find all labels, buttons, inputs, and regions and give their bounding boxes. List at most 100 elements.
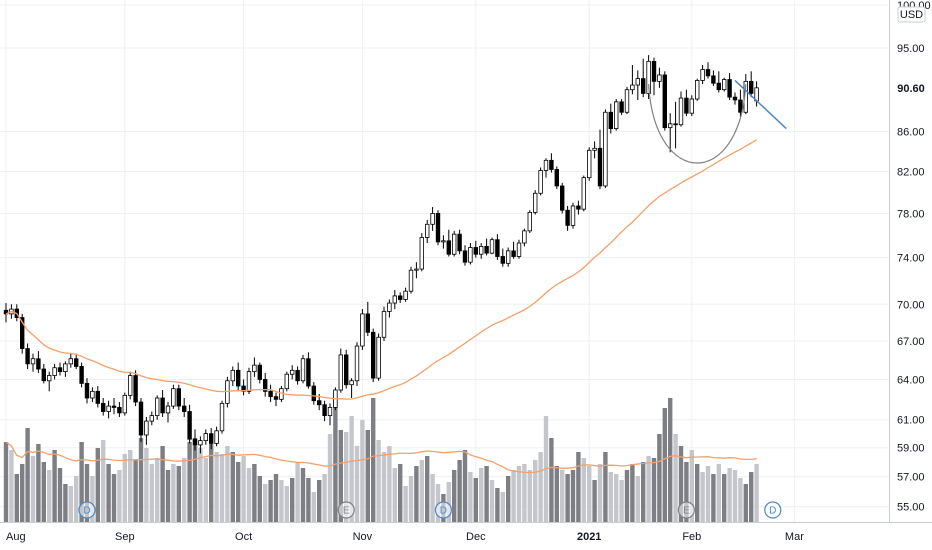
- currency-badge[interactable]: [897, 6, 926, 23]
- volume-bar: [635, 476, 640, 522]
- candle: [235, 362, 241, 391]
- candle-body: [451, 233, 457, 255]
- volume-bar: [160, 446, 165, 522]
- candle: [522, 228, 527, 247]
- candle-body: [533, 192, 538, 213]
- volume-bar: [457, 460, 462, 522]
- volume-bar: [678, 446, 684, 522]
- candle-body: [527, 211, 532, 232]
- event-marker[interactable]: E: [337, 501, 355, 519]
- volume-bar: [230, 452, 235, 522]
- candle-body: [484, 245, 489, 254]
- volume-bar: [522, 464, 527, 522]
- candle: [360, 309, 365, 350]
- event-marker[interactable]: D: [78, 501, 96, 519]
- candle: [538, 167, 543, 196]
- volume-bar: [187, 442, 192, 522]
- x-tick-label: Oct: [235, 531, 252, 543]
- candle: [138, 398, 144, 443]
- candle: [311, 382, 316, 405]
- candle: [273, 392, 279, 407]
- event-marker[interactable]: D: [764, 501, 782, 519]
- candle: [587, 147, 592, 181]
- candle: [208, 428, 214, 450]
- volume-bar: [500, 492, 505, 522]
- candle: [381, 306, 387, 342]
- volume-bar: [381, 452, 387, 522]
- volume-bar: [52, 450, 57, 522]
- x-tick-label: Dec: [466, 531, 486, 543]
- volume-bar: [408, 476, 414, 522]
- candle: [403, 287, 408, 302]
- candle: [473, 240, 478, 258]
- candle: [651, 57, 657, 96]
- volume-bar: [527, 470, 532, 522]
- candle-body: [154, 397, 160, 417]
- volume-bar: [155, 458, 160, 522]
- volume-bar: [306, 478, 311, 522]
- event-marker-label: E: [343, 506, 350, 517]
- volume-bar: [192, 438, 198, 522]
- candle: [230, 366, 235, 387]
- candle-body: [327, 407, 333, 417]
- event-marker-label: E: [683, 506, 690, 517]
- volume-bar: [322, 474, 327, 522]
- candle: [268, 384, 273, 403]
- volume-bar: [9, 450, 14, 522]
- volume-bar: [716, 464, 721, 522]
- candle: [554, 166, 559, 190]
- volume-bar: [268, 480, 273, 522]
- candle: [241, 379, 246, 396]
- volume-bar: [128, 450, 133, 522]
- candle: [457, 229, 462, 255]
- candle-body: [668, 123, 673, 129]
- candle-body: [198, 440, 203, 446]
- candle-body: [500, 256, 505, 264]
- candle-body: [117, 407, 122, 414]
- candle: [63, 361, 68, 377]
- candle: [435, 210, 441, 246]
- candle: [257, 362, 262, 384]
- candle: [30, 353, 36, 372]
- candle: [214, 426, 219, 447]
- candle-body: [203, 433, 208, 442]
- volume-bar: [68, 486, 73, 522]
- candle-body: [127, 375, 133, 396]
- candle: [592, 141, 597, 159]
- candle: [387, 299, 392, 318]
- candle: [689, 95, 694, 117]
- volume-bar: [263, 484, 268, 522]
- candle-body: [646, 60, 651, 94]
- volume-bar: [47, 470, 52, 522]
- candle-body: [219, 402, 225, 432]
- y-tick-label: 61.00: [897, 415, 925, 427]
- price-axis[interactable]: 100.0095.0090.6086.0082.0078.0074.0070.0…: [897, 0, 931, 514]
- candle: [668, 113, 673, 153]
- candle: [662, 71, 667, 131]
- event-marker[interactable]: D: [434, 501, 452, 519]
- candle: [646, 55, 651, 100]
- candle-body: [576, 205, 581, 210]
- volume-bar: [36, 444, 41, 522]
- volume-bar: [214, 452, 219, 522]
- volume-bar: [14, 474, 19, 522]
- volume-bar: [446, 482, 451, 522]
- time-axis[interactable]: Aug Sep Oct Nov Dec 2021 Feb Mar: [6, 531, 804, 543]
- volume-bar: [479, 468, 484, 522]
- x-tick-label: Feb: [682, 531, 701, 543]
- candle-body: [446, 240, 451, 255]
- volume-bar: [25, 428, 30, 522]
- event-marker[interactable]: E: [677, 501, 696, 519]
- candle: [84, 378, 90, 404]
- candles: [3, 55, 759, 454]
- candle-body: [522, 230, 527, 244]
- volume-bar: [133, 460, 138, 522]
- candle: [614, 99, 619, 131]
- candle: [19, 313, 25, 354]
- volume-bar: [203, 458, 208, 522]
- candle-body: [106, 405, 111, 412]
- volume-bar: [327, 434, 333, 522]
- candle: [624, 86, 630, 115]
- candle: [171, 384, 176, 409]
- candle: [424, 219, 430, 244]
